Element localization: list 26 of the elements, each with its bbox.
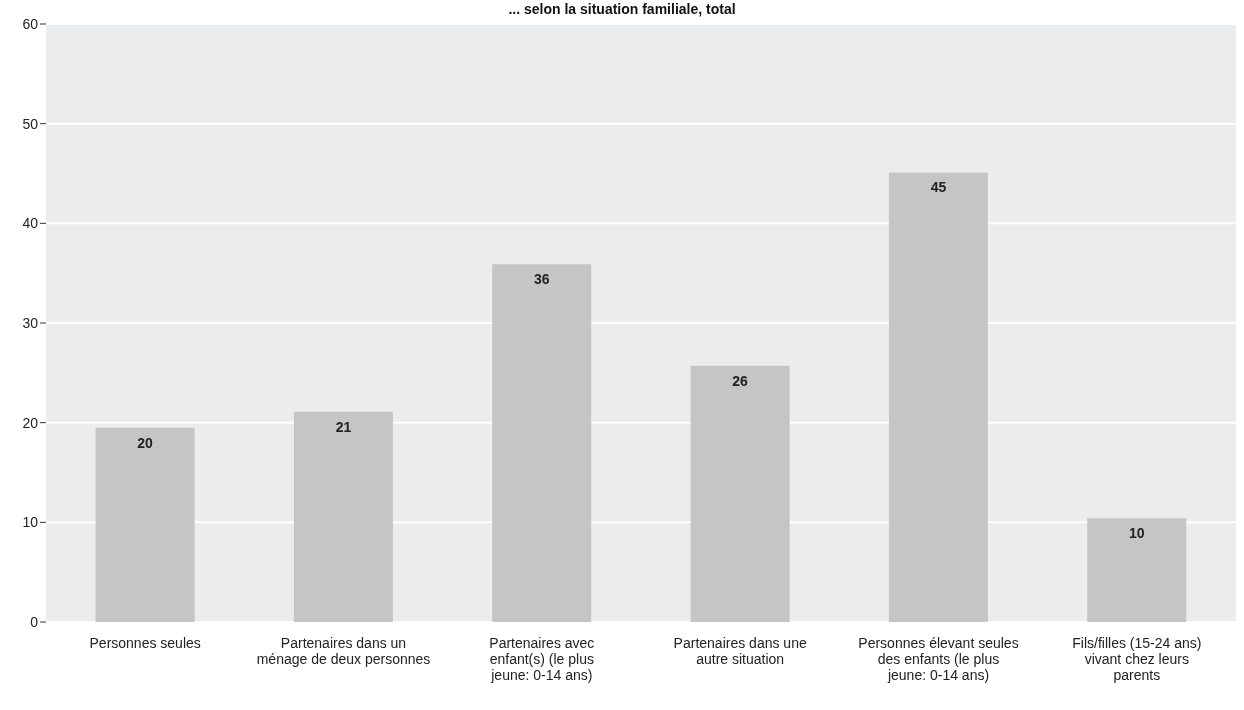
data-label: 45 [930, 179, 947, 196]
y-tick-label: 40 [22, 215, 39, 232]
bar [1087, 518, 1187, 622]
x-tick-label: Personnes seules [89, 635, 201, 651]
x-tick-label: Partenaires avec enfant(s) (le plus jeune: 0-14 ans) [489, 635, 595, 683]
y-tick-label: 0 [30, 613, 39, 630]
y-tick-label: 20 [22, 414, 39, 431]
x-tick-label: Personnes élevant seules des enfants (le plus jeune: 0-14 ans) [858, 635, 1019, 683]
y-tick-label: 10 [22, 514, 39, 531]
data-label: 20 [137, 434, 154, 451]
bar [690, 365, 790, 622]
data-label: 10 [1128, 525, 1145, 542]
y-tick-label: 50 [22, 115, 39, 132]
data-label: 36 [533, 271, 550, 288]
x-tick-label: Fils/filles (15-24 ans) vivant chez leurs parents [1072, 635, 1202, 683]
bar [293, 411, 393, 622]
bar [888, 172, 988, 622]
data-label: 26 [732, 372, 749, 389]
y-tick-label: 30 [22, 314, 39, 331]
x-tick-label: Partenaires dans un ménage de deux personnes [256, 635, 431, 667]
chart-title: ... selon la situation familiale, total [508, 1, 736, 17]
x-tick-label: Partenaires dans une autre situation [673, 635, 807, 667]
data-label: 21 [335, 418, 352, 435]
bar [95, 427, 195, 622]
bar [492, 264, 592, 622]
y-tick-label: 60 [22, 15, 39, 32]
